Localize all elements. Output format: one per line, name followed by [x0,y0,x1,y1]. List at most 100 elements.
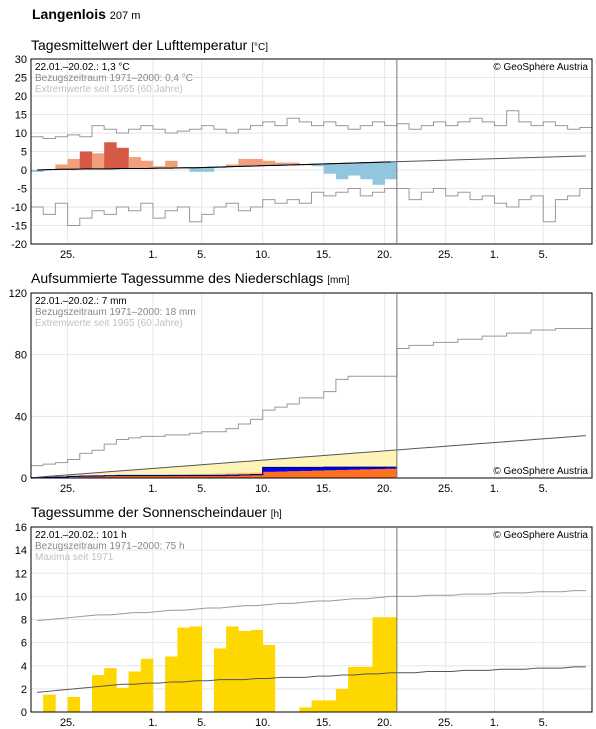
y-tick-label: 25 [15,73,27,85]
sunshine-reference-line [37,666,586,693]
temp-bar [104,142,117,169]
legend-entry: Extremwerte seit 1965 (60 Jahre) [35,84,183,95]
y-tick-label: 0 [21,707,27,719]
temp-bar [79,151,93,169]
y-tick-label: -20 [11,239,27,251]
sunshine-bar [250,629,264,712]
temp-bar [201,167,215,172]
credit-text: © GeoSphere Austria [493,530,588,541]
y-tick-label: 80 [15,350,27,362]
temp-bar [311,164,324,167]
temp-bar [238,158,251,167]
temp-bar [213,167,227,169]
y-tick-label: 5 [21,147,27,159]
y-tick-label: 6 [21,638,27,650]
legend-entry: 22.01.–20.02.: 7 mm [35,296,127,307]
x-tick-label: 5. [539,717,548,729]
legend-entry: 22.01.–20.02.: 1,3 °C [35,62,130,73]
y-tick-label: 15 [15,110,27,122]
sunshine-bar [91,675,105,712]
precipitation-unit: [mm] [327,275,350,286]
station-header: Langenlois 207 m [32,6,140,22]
y-tick-label: 16 [15,522,27,534]
temp-bar [372,162,385,185]
sunshine-bar [189,626,203,712]
precip-excess-bar [372,467,385,470]
precip-excess-bar [360,467,373,470]
sunshine-bar [67,696,81,712]
y-tick-label: 40 [15,411,27,423]
y-tick-label: 0 [21,165,27,177]
x-tick-label: 1. [490,249,499,261]
y-tick-label: 12 [15,568,27,580]
sunshine-bar [128,671,142,712]
temp-bar [274,162,288,166]
sunshine-bar [384,617,398,712]
x-tick-label: 25. [60,717,75,729]
sunshine-bar [311,700,324,712]
x-tick-label: 10. [255,717,270,729]
temp-bar [116,147,129,169]
y-tick-label: -5 [17,184,27,196]
temp-bar [250,158,264,166]
temp-bar [67,158,81,170]
legend-entry: Bezugszeitraum 1971–2000: 0,4 °C [35,73,193,84]
x-tick-label: 20. [377,249,392,261]
x-tick-label: 25. [438,717,453,729]
sunshine-unit: [h] [270,509,282,520]
panel-title-sunshine: Tagessumme der Sonnenscheindauer [h] [31,504,282,520]
temp-bar [348,162,361,176]
sunshine-bar [323,700,337,712]
sunshine-bar [226,626,239,712]
precip-excess-bar [384,467,398,469]
y-tick-label: 0 [21,473,27,485]
x-tick-label: 15. [316,483,331,495]
temp-bar [128,157,142,169]
temperature-unit: [°C] [251,42,268,53]
x-tick-label: 20. [377,483,392,495]
plot-frame [30,526,593,713]
precipitation-title: Aufsummierte Tagessumme des Niederschlag… [31,270,324,286]
plot-frame [30,292,593,479]
temp-bar [262,160,276,166]
temp-bar [360,162,373,180]
credit-text: © GeoSphere Austria [493,466,588,477]
temp-bar [287,162,300,165]
x-tick-label: 1. [148,483,157,495]
legend-entry: Bezugszeitraum 1971–2000: 18 mm [35,307,196,318]
x-tick-label: 25. [60,249,75,261]
x-tick-label: 5. [539,249,548,261]
sunshine-bar [43,694,56,712]
x-tick-label: 10. [255,483,270,495]
precip-excess-bar [323,467,337,471]
sunshine-bar [177,627,190,712]
y-tick-label: 10 [15,128,27,140]
temp-bar [226,164,239,167]
x-tick-label: 20. [377,717,392,729]
precip-reference-line [37,435,586,478]
y-tick-label: 20 [15,91,27,103]
precip-excess-bar [274,467,288,472]
y-tick-label: -10 [11,202,27,214]
y-tick-label: 14 [15,545,27,557]
sunshine-bar [116,687,129,712]
observed-reference-line [37,161,391,171]
panel-title-temperature: Tagesmittelwert der Lufttemperatur [°C] [31,37,268,53]
x-tick-label: 5. [539,483,548,495]
sunshine-max-line [37,590,586,622]
temp-bar [189,167,203,172]
x-tick-label: 5. [197,717,206,729]
x-tick-label: 1. [490,717,499,729]
temp-bar [384,161,398,180]
x-tick-label: 15. [316,249,331,261]
x-tick-label: 5. [197,483,206,495]
sunshine-bar [348,666,361,712]
y-tick-label: 10 [15,591,27,603]
x-tick-label: 10. [255,249,270,261]
sunshine-bar [238,631,251,712]
temp-bar [165,160,178,169]
x-tick-label: 25. [438,249,453,261]
temp-bar [152,166,166,169]
